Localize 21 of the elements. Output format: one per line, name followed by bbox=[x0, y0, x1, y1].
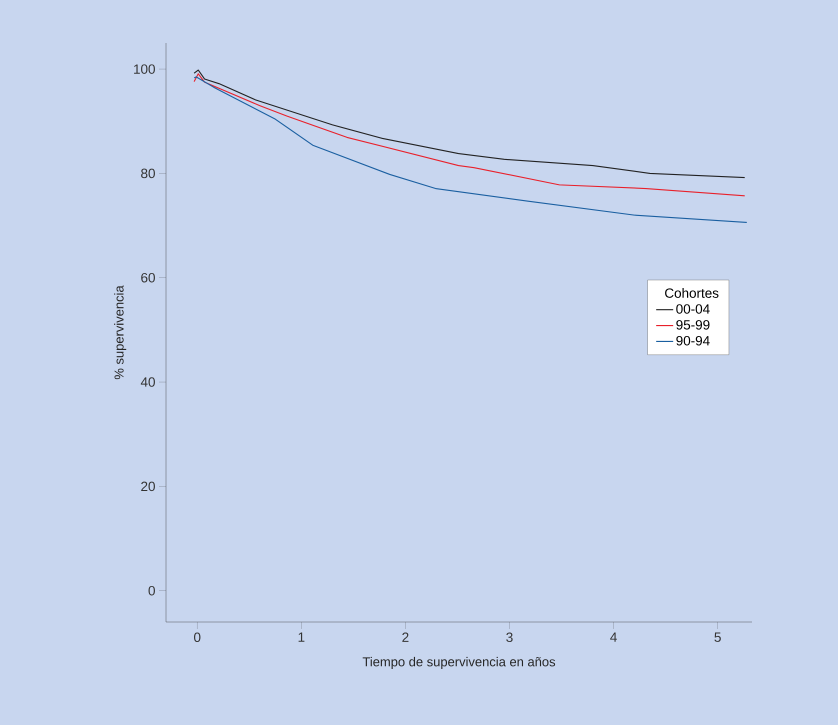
legend-label: 90-94 bbox=[676, 336, 710, 346]
line-series bbox=[194, 76, 748, 223]
y-tick-label: 100 bbox=[134, 64, 155, 74]
x-tick-label: 4 bbox=[610, 632, 617, 642]
x-axis-title: Tiempo de supervivencia en años bbox=[362, 656, 556, 669]
x-tick-label: 1 bbox=[298, 632, 304, 642]
x-tick-label: 2 bbox=[402, 632, 408, 642]
legend-title: Cohortes bbox=[665, 288, 718, 298]
legend-label: 95-99 bbox=[676, 320, 710, 330]
y-tick-label: 40 bbox=[140, 377, 155, 387]
y-tick-label: 60 bbox=[141, 272, 155, 282]
line-series bbox=[194, 73, 746, 196]
line-series bbox=[194, 70, 746, 178]
y-tick-label: 20 bbox=[141, 482, 155, 492]
x-tick-label: 5 bbox=[714, 632, 721, 642]
legend-label: 00-04 bbox=[676, 304, 710, 314]
x-tick-label: 0 bbox=[194, 632, 200, 642]
x-tick-label: 3 bbox=[506, 632, 513, 642]
y-tick-label: 0 bbox=[148, 586, 155, 596]
y-tick-label: 80 bbox=[141, 168, 155, 178]
y-axis-title: % supervivencia bbox=[114, 285, 126, 380]
